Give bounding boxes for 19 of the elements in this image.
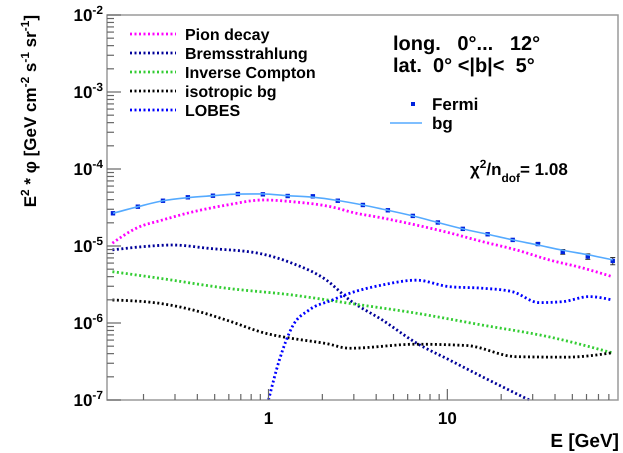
- y-tick-label: 10$^{-6}$: [74, 311, 104, 333]
- y-tick-label: 10$^{-2}$: [74, 3, 104, 25]
- legend-label: Inverse Compton: [185, 65, 316, 82]
- legend-label: bg: [432, 114, 453, 133]
- legend-label: isotropic bg: [185, 84, 277, 101]
- x-tick-label: 1: [264, 409, 274, 428]
- legend-label: Pion decay: [185, 27, 270, 44]
- y-tick-label: 10$^{-5}$: [74, 234, 104, 256]
- annotation: χ$^{2}$/n$_{dof}$= 1.08: [470, 157, 568, 185]
- legend-label: Bremsstrahlung: [185, 46, 308, 63]
- y-tick-label: 10$^{-3}$: [74, 80, 104, 102]
- legend-label: Fermi: [432, 95, 478, 114]
- y-tick-label: 10$^{-4}$: [74, 157, 104, 179]
- y-tick-label: 10$^{-7}$: [74, 388, 104, 410]
- legend-label: LOBES: [185, 103, 240, 120]
- annotation: lat. 0° <|b|< 5°: [393, 55, 535, 77]
- annotation: long. 0°... 12°: [393, 33, 540, 55]
- x-axis-title: E [GeV]: [550, 431, 619, 452]
- x-tick-label: 10: [438, 409, 457, 428]
